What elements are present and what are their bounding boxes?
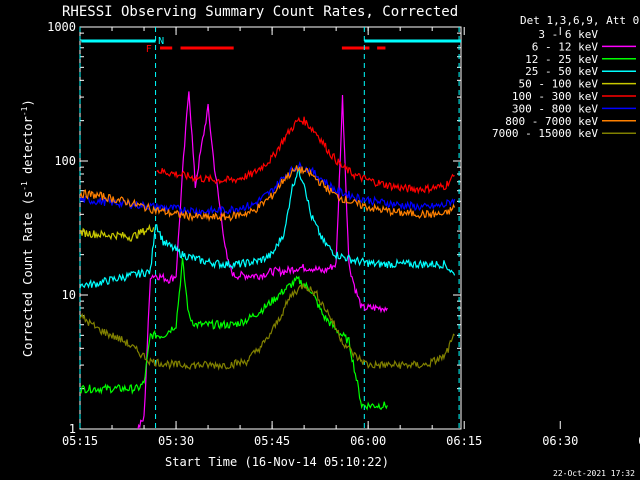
series-line bbox=[137, 91, 388, 429]
y-axis-label-sup2: -1 bbox=[20, 106, 29, 116]
y-axis-label-main: Corrected Count Rate (s bbox=[21, 191, 35, 357]
legend-label: 100 - 300 keV bbox=[512, 90, 598, 103]
series-line bbox=[80, 166, 456, 289]
series-line bbox=[156, 116, 455, 195]
legend-label: 50 - 100 keV bbox=[519, 78, 599, 91]
series-line bbox=[80, 223, 155, 242]
y-axis-label-end: ) bbox=[21, 99, 35, 106]
y-tick-label: 1 bbox=[69, 422, 76, 436]
legend-label: 3 - 6 keV bbox=[538, 28, 598, 41]
axes: 1 10 100 1000 05:15 05:30 05:45 06:00 06:15 06:30… bbox=[47, 20, 640, 448]
series-line bbox=[80, 161, 456, 217]
x-tick-label: 06:45 bbox=[638, 434, 640, 448]
y-tick-label: 10 bbox=[62, 288, 76, 302]
series-line bbox=[80, 258, 388, 411]
legend-label: 12 - 25 keV bbox=[525, 53, 598, 66]
x-tick-label: 06:30 bbox=[542, 434, 578, 448]
series-lines bbox=[80, 91, 456, 429]
y-tick-label: 1000 bbox=[47, 20, 76, 34]
footer-date: 22-Oct-2021 17:32 bbox=[553, 469, 635, 478]
legend-label: 300 - 800 keV bbox=[512, 102, 598, 115]
series-line bbox=[80, 283, 455, 371]
x-tick-label: 05:45 bbox=[254, 434, 290, 448]
legend-label: 7000 - 15000 keV bbox=[492, 127, 598, 140]
flare-flag-label: F bbox=[146, 44, 152, 55]
x-tick-label: 06:00 bbox=[350, 434, 386, 448]
x-tick-label: 05:30 bbox=[158, 434, 194, 448]
y-tick-label: 100 bbox=[54, 154, 76, 168]
night-flag-label: N bbox=[158, 36, 164, 47]
x-axis-label: Start Time (16-Nov-14 05:10:22) bbox=[165, 455, 389, 469]
legend-label: 6 - 12 keV bbox=[532, 40, 599, 53]
y-axis-label-sup1: -1 bbox=[20, 181, 29, 191]
legend-label: 25 - 50 keV bbox=[525, 65, 598, 78]
series-line bbox=[80, 165, 456, 222]
chart-title: RHESSI Observing Summary Count Rates, Co… bbox=[62, 4, 458, 20]
y-axis-label: Corrected Count Rate (s-1 detector-1) bbox=[20, 99, 35, 357]
legend-header: Det 1,3,6,9, Att 0 bbox=[520, 14, 639, 27]
legend-label: 800 - 7000 keV bbox=[505, 115, 598, 128]
x-tick-label: 06:15 bbox=[446, 434, 482, 448]
x-tick-label: 05:15 bbox=[62, 434, 98, 448]
y-axis-label-mid: detector bbox=[21, 116, 35, 181]
